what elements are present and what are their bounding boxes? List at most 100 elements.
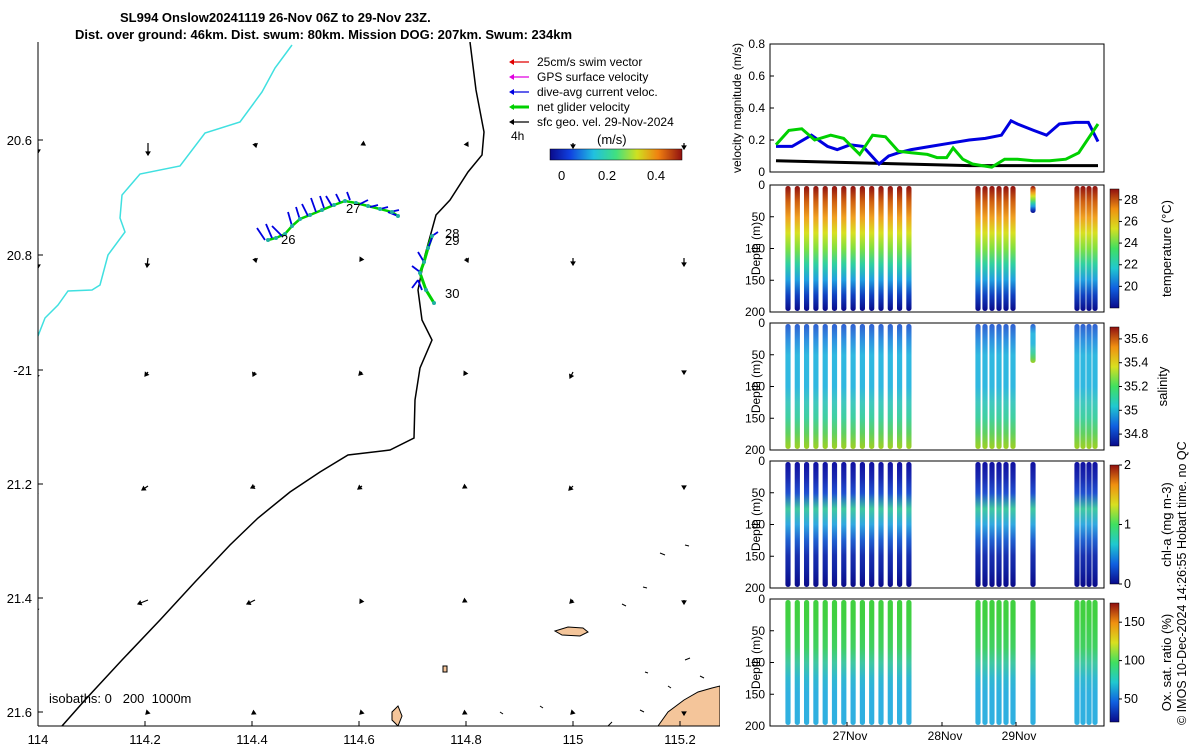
day-label: 30 xyxy=(445,286,459,301)
colorbar-tick: 26 xyxy=(1124,214,1138,228)
profile-column xyxy=(804,324,810,449)
colorbar-tick: 34.8 xyxy=(1124,427,1148,441)
legend-label: sfc geo. vel. 29-Nov-2024 xyxy=(537,115,674,129)
depth-tick: 50 xyxy=(752,624,766,638)
profile-column xyxy=(1003,324,1009,449)
mainland-land xyxy=(657,685,720,726)
profile-column xyxy=(982,600,988,725)
profile-column xyxy=(850,324,856,449)
profile-column xyxy=(989,186,995,311)
colorbar-tick: 35 xyxy=(1124,403,1138,417)
legend-interval: 4h xyxy=(511,129,524,143)
dive-avg-current-arrow xyxy=(287,211,293,227)
vel-y-tick: 0.8 xyxy=(748,37,765,51)
legend-label: net glider velocity xyxy=(537,100,630,114)
map-plot: 114 114.2 114.4 114.6 114.8 115 115.2 20.6 20.8… xyxy=(7,42,720,747)
profile-column xyxy=(996,324,1002,449)
dive-point xyxy=(298,217,302,221)
profile-column xyxy=(850,186,856,311)
dive-point xyxy=(308,213,312,217)
vel-y-tick: 0 xyxy=(758,165,765,179)
chart-title-line1: SL994 Onslow20241119 26-Nov 06Z to 29-No… xyxy=(120,10,431,25)
dive-avg-current-arrow xyxy=(265,223,273,239)
colorbar xyxy=(1109,326,1120,447)
dive-avg-current-arrow xyxy=(325,195,333,207)
profile-column xyxy=(1092,600,1098,725)
dive-point xyxy=(390,210,394,214)
profile-column xyxy=(859,600,865,725)
profile-column xyxy=(1003,600,1009,725)
profile-column xyxy=(1003,462,1009,587)
map-x-tick: 114.2 xyxy=(129,732,161,747)
dive-avg-current-arrow xyxy=(411,265,421,273)
dive-avg-current-arrow xyxy=(310,197,317,213)
profile-column xyxy=(850,462,856,587)
profile-column xyxy=(897,600,903,725)
colorbar-tick: 0 xyxy=(1124,577,1131,591)
profile-column xyxy=(785,186,791,311)
map-x-tick: 115.2 xyxy=(664,732,696,747)
vel-y-tick: 0.6 xyxy=(748,69,765,83)
depth-tick: 0 xyxy=(758,178,765,192)
colorbar-tick: 100 xyxy=(1124,654,1145,668)
dive-point xyxy=(418,271,422,275)
colorbar-label: (m/s) xyxy=(597,132,627,147)
profile-column xyxy=(1080,600,1086,725)
dive-avg-current-arrow xyxy=(271,225,283,237)
map-x-tick: 114 xyxy=(28,732,49,747)
map-x-tick: 115 xyxy=(563,732,584,747)
dive-point xyxy=(378,207,382,211)
profile-column xyxy=(1010,600,1016,725)
profile-column xyxy=(989,462,995,587)
depth-axis-label: Depth (m) xyxy=(749,222,763,275)
colorbar-tick: 35.6 xyxy=(1124,332,1148,346)
vel-series-line xyxy=(776,118,1100,167)
dive-point xyxy=(430,234,434,238)
colorbar-label: salinity xyxy=(1155,366,1170,406)
dive-point xyxy=(343,199,347,203)
vel-y-tick: 0.2 xyxy=(748,133,765,147)
profile-column xyxy=(975,186,981,311)
profile-column xyxy=(878,324,884,449)
profile-column xyxy=(841,462,847,587)
profile-column xyxy=(982,186,988,311)
legend-label: dive-avg current veloc. xyxy=(537,85,658,99)
isobaths-note: isobaths: 0 200 1000m xyxy=(49,691,191,706)
profile-column xyxy=(897,186,903,311)
profile-column xyxy=(813,462,819,587)
profile-column xyxy=(822,186,828,311)
profile-column xyxy=(897,462,903,587)
dive-point xyxy=(354,201,358,205)
day-label: 26 xyxy=(281,232,295,247)
colorbar-tick: 20 xyxy=(1124,279,1138,293)
colorbar xyxy=(1109,602,1120,723)
colorbar xyxy=(1109,188,1120,309)
profile-column xyxy=(1030,600,1036,725)
depth-tick: 100 xyxy=(745,242,765,256)
depth-tick: 50 xyxy=(752,486,766,500)
dive-avg-current-arrow xyxy=(346,191,351,201)
dive-point xyxy=(366,204,370,208)
colorbar-tick: 22 xyxy=(1124,258,1138,272)
profile-column xyxy=(813,600,819,725)
profile-column xyxy=(975,324,981,449)
dive-avg-current-arrow xyxy=(417,279,423,291)
profile-column xyxy=(804,462,810,587)
profile-column xyxy=(1086,324,1092,449)
profile-column xyxy=(1030,324,1036,363)
depth-tick: 100 xyxy=(745,656,765,670)
depth-tick: 200 xyxy=(745,719,765,733)
vel-ylabel: velocity magnitude (m/s) xyxy=(730,43,744,173)
legend-label: GPS surface velocity xyxy=(537,70,648,84)
dive-avg-current-arrow xyxy=(369,204,379,208)
depth-axis-label: Depth (m) xyxy=(749,360,763,413)
profile-column xyxy=(1030,186,1036,213)
profile-column xyxy=(1010,462,1016,587)
dive-point xyxy=(422,260,426,264)
dive-point xyxy=(266,238,270,242)
heatmap-frame xyxy=(769,598,1105,727)
depth-tick: 200 xyxy=(745,305,765,319)
profile-column xyxy=(822,324,828,449)
dive-avg-current-arrow xyxy=(301,203,309,217)
time-x-tick: 27Nov xyxy=(833,729,868,743)
